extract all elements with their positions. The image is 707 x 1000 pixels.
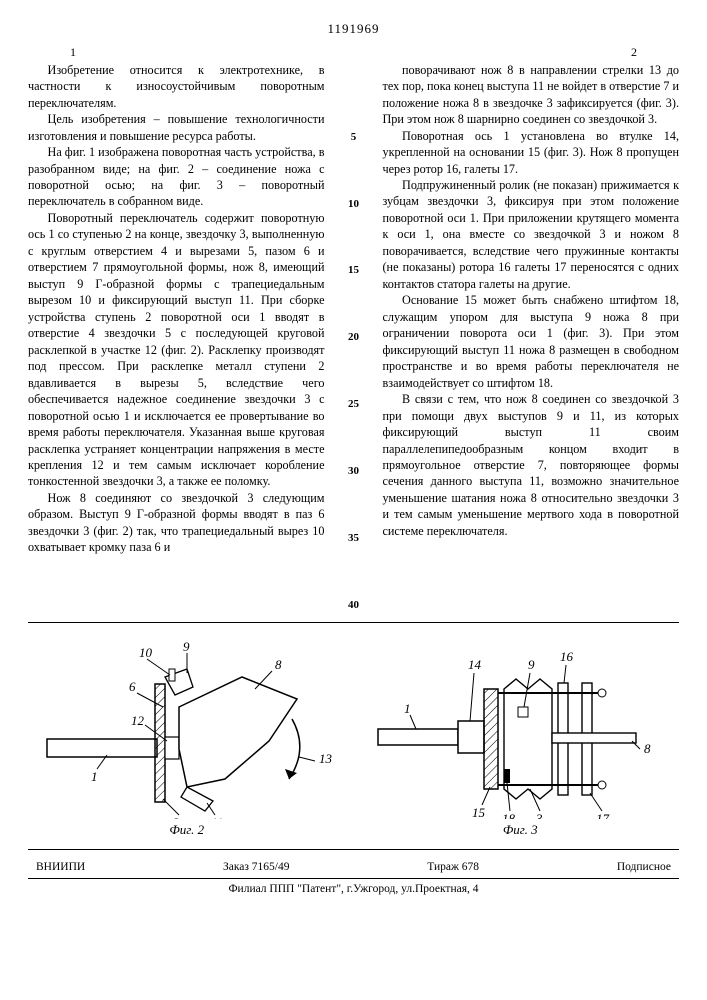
para: Нож 8 соединяют со звездочкой 3 следующи… bbox=[28, 490, 325, 556]
doc-number: 1191969 bbox=[28, 20, 679, 38]
imprint-footer: ВНИИПИ Заказ 7165/49 Тираж 678 Подписное… bbox=[28, 858, 679, 897]
footer-address: Филиал ППП "Патент", г.Ужгород, ул.Проек… bbox=[28, 879, 679, 898]
col-number-left: 1 bbox=[70, 44, 76, 60]
text-columns: Изобретение относится к электротехнике, … bbox=[28, 62, 679, 613]
left-column: Изобретение относится к электротехнике, … bbox=[28, 62, 325, 613]
callout: 15 bbox=[472, 805, 486, 819]
para: Основание 15 может быть снабжено штифтом… bbox=[383, 292, 680, 391]
right-column: поворачивают нож 8 в направлении стрелки… bbox=[383, 62, 680, 613]
para: поворачивают нож 8 в направлении стрелки… bbox=[383, 62, 680, 128]
line-number-gutter: 5 10 15 20 25 30 35 40 bbox=[343, 62, 365, 613]
callout: 9 bbox=[528, 657, 535, 672]
figure-3-svg: 14 1 16 15 18 9 3 17 8 bbox=[370, 629, 670, 819]
footer-org: ВНИИПИ bbox=[36, 860, 85, 876]
para: Поворотная ось 1 установлена во втулке 1… bbox=[383, 128, 680, 177]
line-mark: 25 bbox=[348, 397, 359, 412]
footer-rule bbox=[28, 849, 679, 850]
callout: 3 bbox=[172, 815, 180, 819]
callout: 16 bbox=[560, 649, 574, 664]
para: Поворотный переключатель содержит поворо… bbox=[28, 210, 325, 490]
line-mark: 10 bbox=[348, 197, 359, 212]
callout: 1 bbox=[404, 701, 411, 716]
callout: 10 bbox=[139, 645, 153, 660]
line-mark: 15 bbox=[348, 263, 359, 278]
callout: 18 bbox=[502, 811, 516, 819]
figures-row: 10 9 8 6 12 1 11 3 13 Фиг. 2 bbox=[28, 629, 679, 839]
col-number-right: 2 bbox=[631, 44, 637, 60]
line-mark: 40 bbox=[348, 598, 359, 613]
line-mark: 5 bbox=[351, 130, 357, 145]
callout: 8 bbox=[275, 657, 282, 672]
para: Цель изобретения – повышение технологичн… bbox=[28, 111, 325, 144]
line-mark: 20 bbox=[348, 330, 359, 345]
callout: 9 bbox=[183, 639, 190, 654]
figure-3-label: Фиг. 3 bbox=[362, 821, 680, 839]
footer-tirazh: Тираж 678 bbox=[427, 860, 479, 876]
callout: 14 bbox=[468, 657, 482, 672]
callout: 17 bbox=[596, 811, 610, 819]
footer-sub: Подписное bbox=[617, 860, 671, 876]
callout: 6 bbox=[129, 679, 136, 694]
callout: 13 bbox=[319, 751, 333, 766]
figure-3: 14 1 16 15 18 9 3 17 8 Фиг. 3 bbox=[362, 629, 680, 839]
line-mark: 35 bbox=[348, 531, 359, 546]
footer-order: Заказ 7165/49 bbox=[223, 860, 290, 876]
para: Подпружиненный ролик (не показан) прижим… bbox=[383, 177, 680, 292]
para: На фиг. 1 изображена поворотная часть ус… bbox=[28, 144, 325, 210]
callout: 1 bbox=[91, 769, 98, 784]
figure-2-svg: 10 9 8 6 12 1 11 3 13 bbox=[37, 629, 337, 819]
callout: 12 bbox=[131, 713, 145, 728]
figure-2-label: Фиг. 2 bbox=[28, 821, 346, 839]
callout: 8 bbox=[644, 741, 651, 756]
para: В связи с тем, что нож 8 соединен со зве… bbox=[383, 391, 680, 539]
callout: 11 bbox=[211, 815, 223, 819]
callout: 3 bbox=[535, 811, 543, 819]
line-mark: 30 bbox=[348, 464, 359, 479]
figure-2: 10 9 8 6 12 1 11 3 13 Фиг. 2 bbox=[28, 629, 346, 839]
para: Изобретение относится к электротехнике, … bbox=[28, 62, 325, 111]
separator-rule bbox=[28, 622, 679, 623]
